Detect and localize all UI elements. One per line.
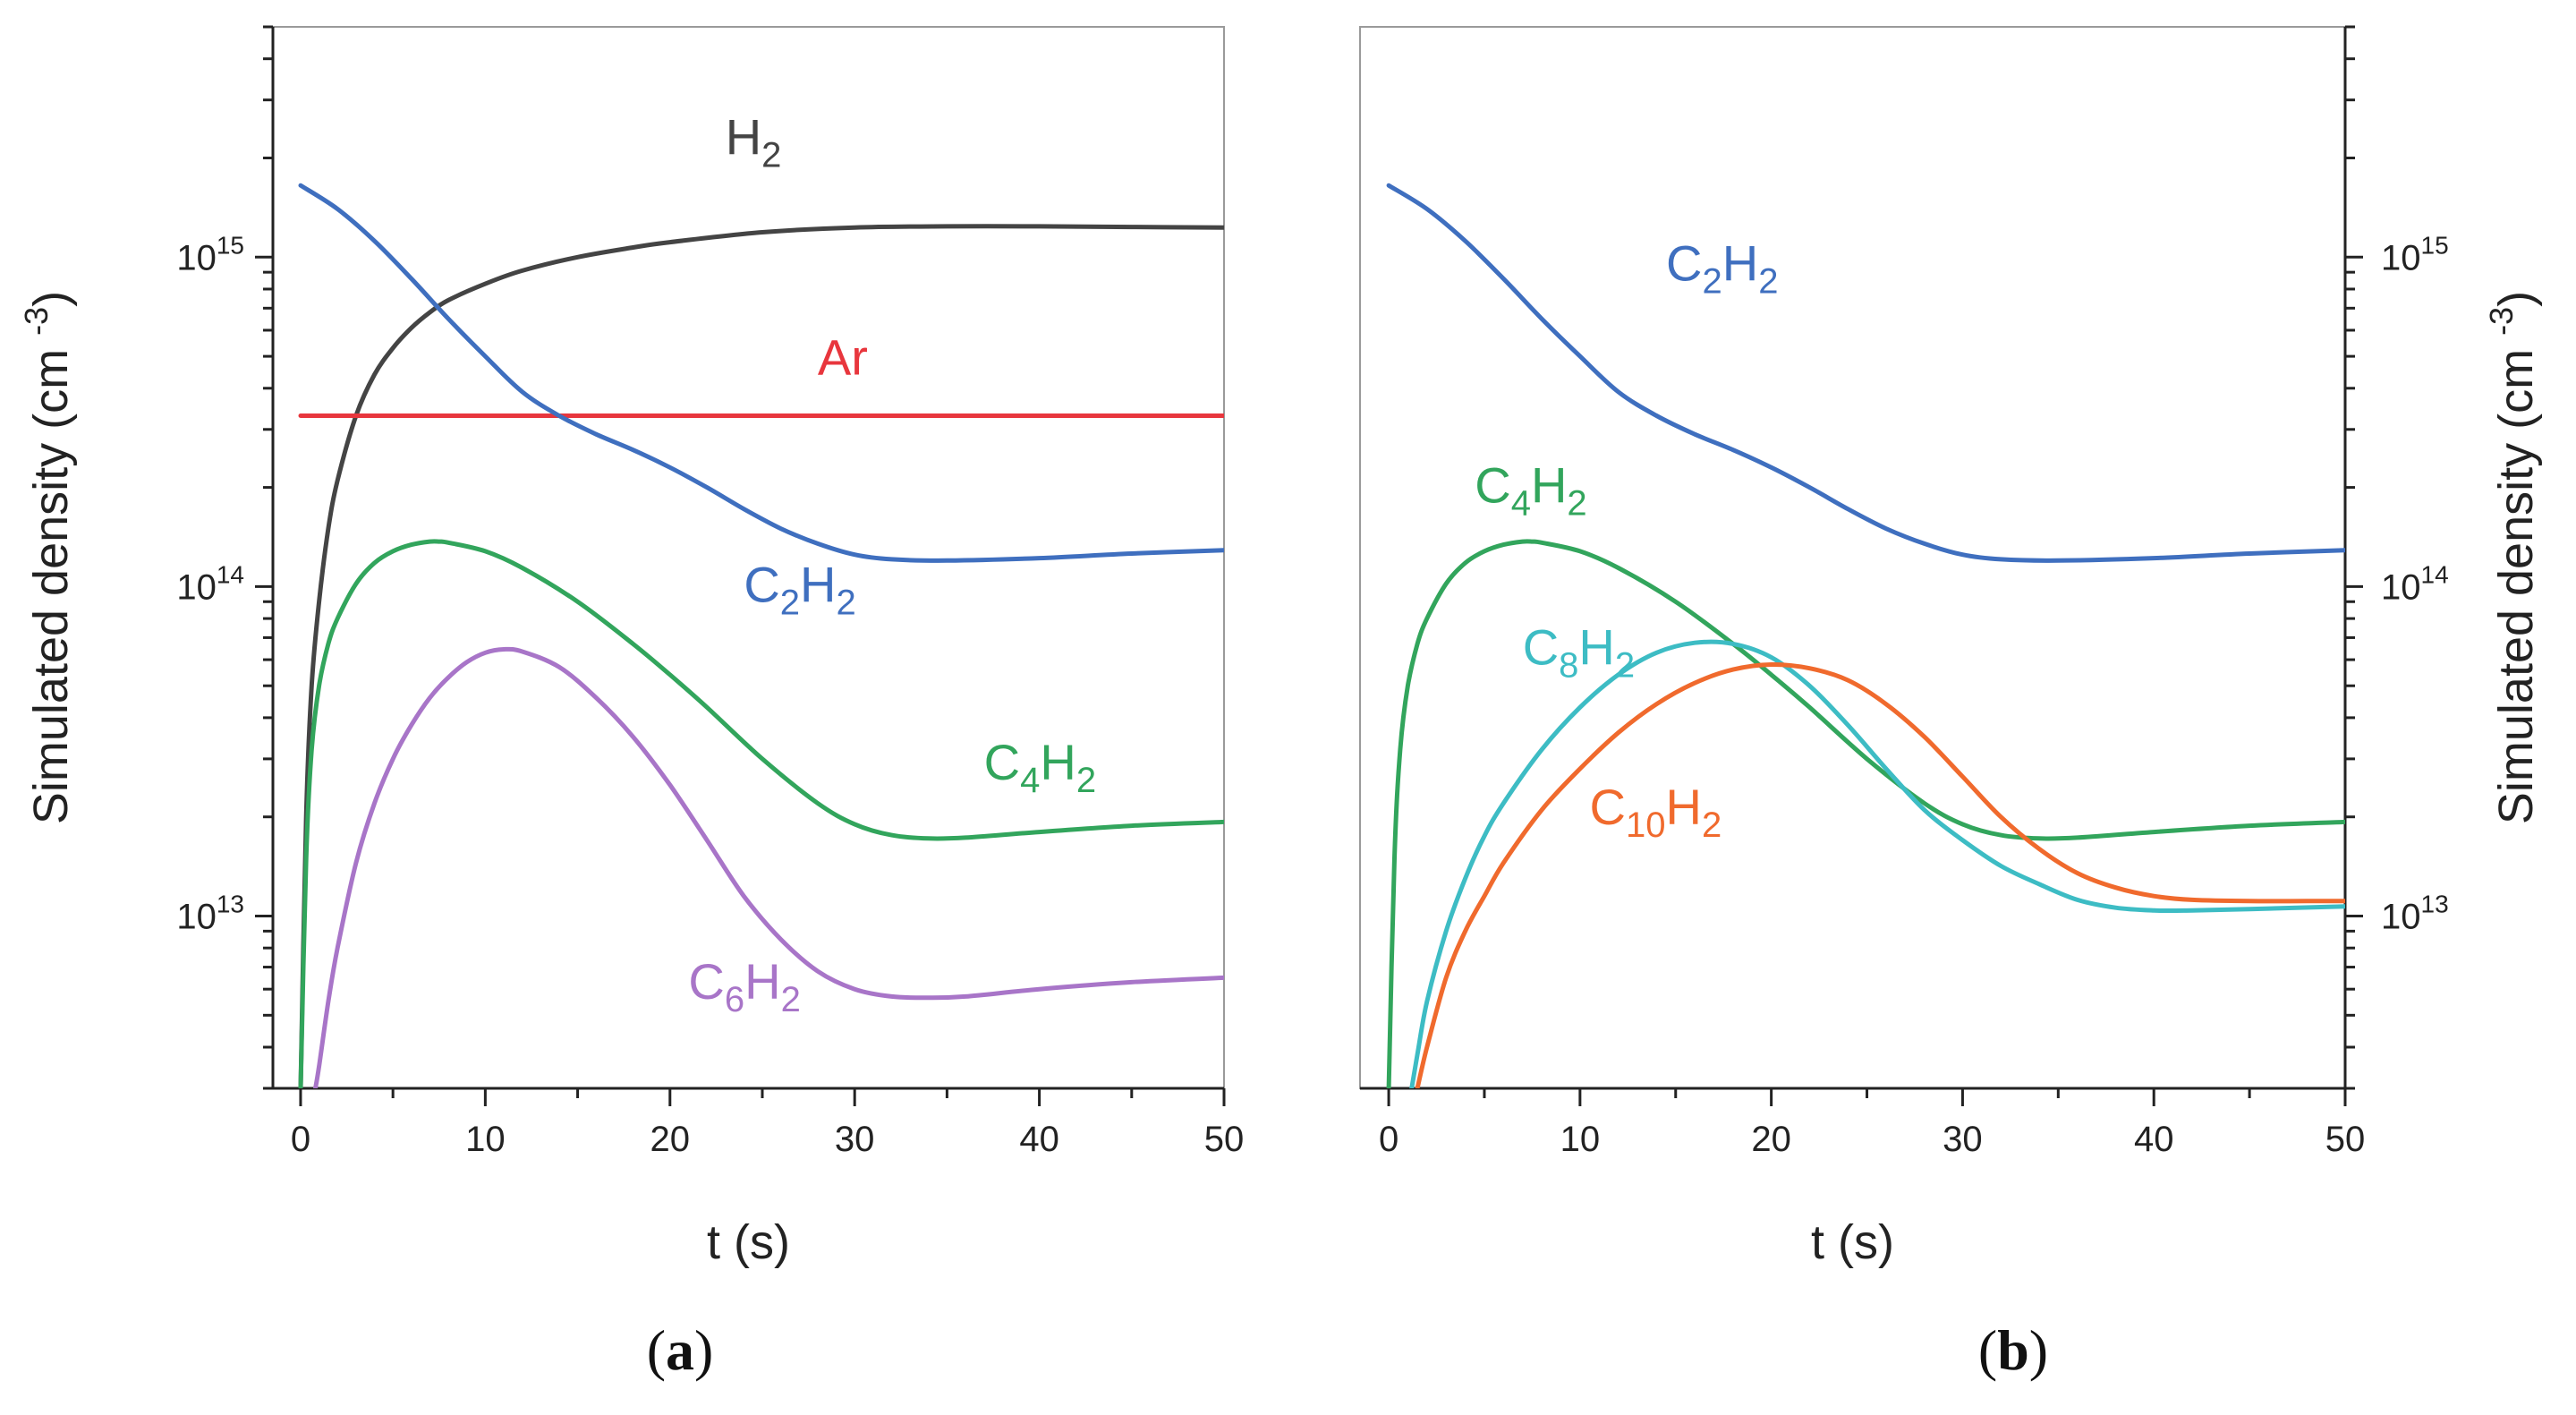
series-label-subscript: 2 bbox=[780, 583, 800, 622]
series-line-C2H2 bbox=[298, 183, 1224, 563]
series-line-C8H2 bbox=[1409, 639, 2345, 1088]
panel-label-letter: a bbox=[666, 1318, 694, 1382]
y-tick-label: 1013 bbox=[2381, 891, 2449, 937]
panel-label: (b) bbox=[1978, 1318, 2048, 1382]
series-label-C4H2: C4H2 bbox=[1475, 456, 1586, 523]
series-label-part: H bbox=[1040, 734, 1075, 790]
series-label-part: H bbox=[1722, 234, 1758, 291]
y-axis-title-superscript: -3 bbox=[18, 307, 55, 336]
series-label-part: H bbox=[744, 953, 780, 1010]
y-axis-title: Simulated density (cm -3) bbox=[18, 291, 78, 824]
x-tick-label: 50 bbox=[2325, 1120, 2366, 1159]
series-label-part: C bbox=[984, 734, 1020, 790]
x-tick-label: 20 bbox=[1751, 1120, 1791, 1159]
y-tick-base: 10 bbox=[176, 567, 217, 607]
panel-label: (a) bbox=[647, 1318, 714, 1382]
series-label-part: C bbox=[1475, 456, 1510, 513]
x-tick-label: 40 bbox=[2134, 1120, 2174, 1159]
y-axis-title-text: Simulated density (cm bbox=[24, 336, 78, 824]
series-label-C2H2: C2H2 bbox=[744, 556, 855, 622]
series-label-part: H bbox=[726, 109, 761, 166]
series-label-C8H2: C8H2 bbox=[1523, 618, 1635, 685]
series-label-subscript: 2 bbox=[1758, 261, 1778, 301]
series-label-part: C bbox=[688, 953, 724, 1010]
x-tick-label: 50 bbox=[1204, 1120, 1245, 1159]
x-tick-label: 10 bbox=[1560, 1120, 1601, 1159]
y-axis-title: Simulated density (cm -3) bbox=[2483, 291, 2543, 824]
series-label-C2H2: C2H2 bbox=[1666, 234, 1778, 301]
y-axis-title-close: ) bbox=[2489, 291, 2543, 307]
series-label-C4H2: C4H2 bbox=[984, 734, 1096, 800]
series-label-subscript: 2 bbox=[1567, 483, 1586, 523]
series-label-part: H bbox=[1531, 456, 1567, 513]
x-tick-label: 30 bbox=[835, 1120, 875, 1159]
series-label-subscript: 4 bbox=[1020, 761, 1040, 800]
y-tick-base: 10 bbox=[176, 898, 217, 937]
series-label-subscript: 2 bbox=[1702, 806, 1722, 845]
y-axis-title-superscript: -3 bbox=[2483, 307, 2520, 336]
series-label-subscript: 10 bbox=[1626, 806, 1666, 845]
x-tick-label: 0 bbox=[1379, 1120, 1399, 1159]
series-label-part: H bbox=[1665, 779, 1701, 835]
series-label-part: C bbox=[1590, 779, 1626, 835]
y-tick-base: 10 bbox=[2381, 898, 2421, 937]
series-line-C4H2 bbox=[298, 539, 1224, 1088]
y-tick-label: 1014 bbox=[2381, 560, 2449, 607]
series-label-subscript: 8 bbox=[1559, 645, 1578, 685]
series-label-part: Ar bbox=[818, 329, 868, 386]
series-label-subscript: 2 bbox=[781, 980, 801, 1019]
x-tick-label: 0 bbox=[291, 1120, 310, 1159]
y-tick-base: 10 bbox=[176, 238, 217, 277]
y-tick-exponent: 15 bbox=[217, 231, 244, 259]
series-label-subscript: 6 bbox=[725, 980, 744, 1019]
series-label-subscript: 4 bbox=[1511, 483, 1531, 523]
series-line-H2 bbox=[298, 224, 1224, 1088]
series-label-H2: H2 bbox=[726, 109, 782, 175]
series-label-part: C bbox=[1523, 618, 1559, 675]
y-tick-exponent: 15 bbox=[2421, 231, 2449, 259]
x-axis-title: t (s) bbox=[1811, 1215, 1894, 1269]
series-line-C2H2 bbox=[1386, 183, 2345, 563]
series-label-subscript: 2 bbox=[1076, 761, 1096, 800]
series-label-C6H2: C6H2 bbox=[688, 953, 800, 1019]
panel-label-close: ) bbox=[2029, 1318, 2048, 1382]
y-tick-label: 1015 bbox=[176, 231, 244, 277]
y-tick-base: 10 bbox=[2381, 238, 2421, 277]
y-tick-label: 1014 bbox=[176, 560, 244, 607]
series-label-part: H bbox=[800, 556, 836, 612]
series-label-part: H bbox=[1578, 618, 1614, 675]
y-tick-exponent: 14 bbox=[217, 560, 244, 588]
series-line-C6H2 bbox=[313, 646, 1224, 1088]
y-axis-title-close: ) bbox=[24, 291, 78, 307]
panel-label-open: ( bbox=[647, 1318, 666, 1382]
series-label-part: C bbox=[1666, 234, 1702, 291]
series-label-subscript: 2 bbox=[836, 583, 855, 622]
series-line-C10H2 bbox=[1415, 661, 2345, 1088]
series-line-C4H2 bbox=[1386, 539, 2345, 1088]
series-label-subscript: 2 bbox=[761, 136, 781, 175]
y-tick-exponent: 14 bbox=[2421, 560, 2449, 588]
series-label-C10H2: C10H2 bbox=[1590, 779, 1722, 845]
panel-label-letter: b bbox=[1997, 1318, 2029, 1382]
y-axis-title-text: Simulated density (cm bbox=[2489, 336, 2543, 824]
series-label-subscript: 2 bbox=[1703, 261, 1722, 301]
series-label-Ar: Ar bbox=[818, 329, 868, 386]
x-tick-label: 10 bbox=[465, 1120, 506, 1159]
series-label-subscript: 2 bbox=[1615, 645, 1635, 685]
x-tick-label: 40 bbox=[1019, 1120, 1059, 1159]
y-tick-label: 1013 bbox=[176, 891, 244, 937]
series-label-part: C bbox=[744, 556, 779, 612]
x-axis-title: t (s) bbox=[707, 1215, 790, 1269]
y-tick-base: 10 bbox=[2381, 567, 2421, 607]
panel-label-open: ( bbox=[1978, 1318, 1997, 1382]
y-tick-label: 1015 bbox=[2381, 231, 2449, 277]
y-tick-exponent: 13 bbox=[217, 891, 244, 918]
y-tick-exponent: 13 bbox=[2421, 891, 2449, 918]
panel-label-close: ) bbox=[694, 1318, 713, 1382]
x-tick-label: 20 bbox=[650, 1120, 691, 1159]
x-tick-label: 30 bbox=[1943, 1120, 1983, 1159]
